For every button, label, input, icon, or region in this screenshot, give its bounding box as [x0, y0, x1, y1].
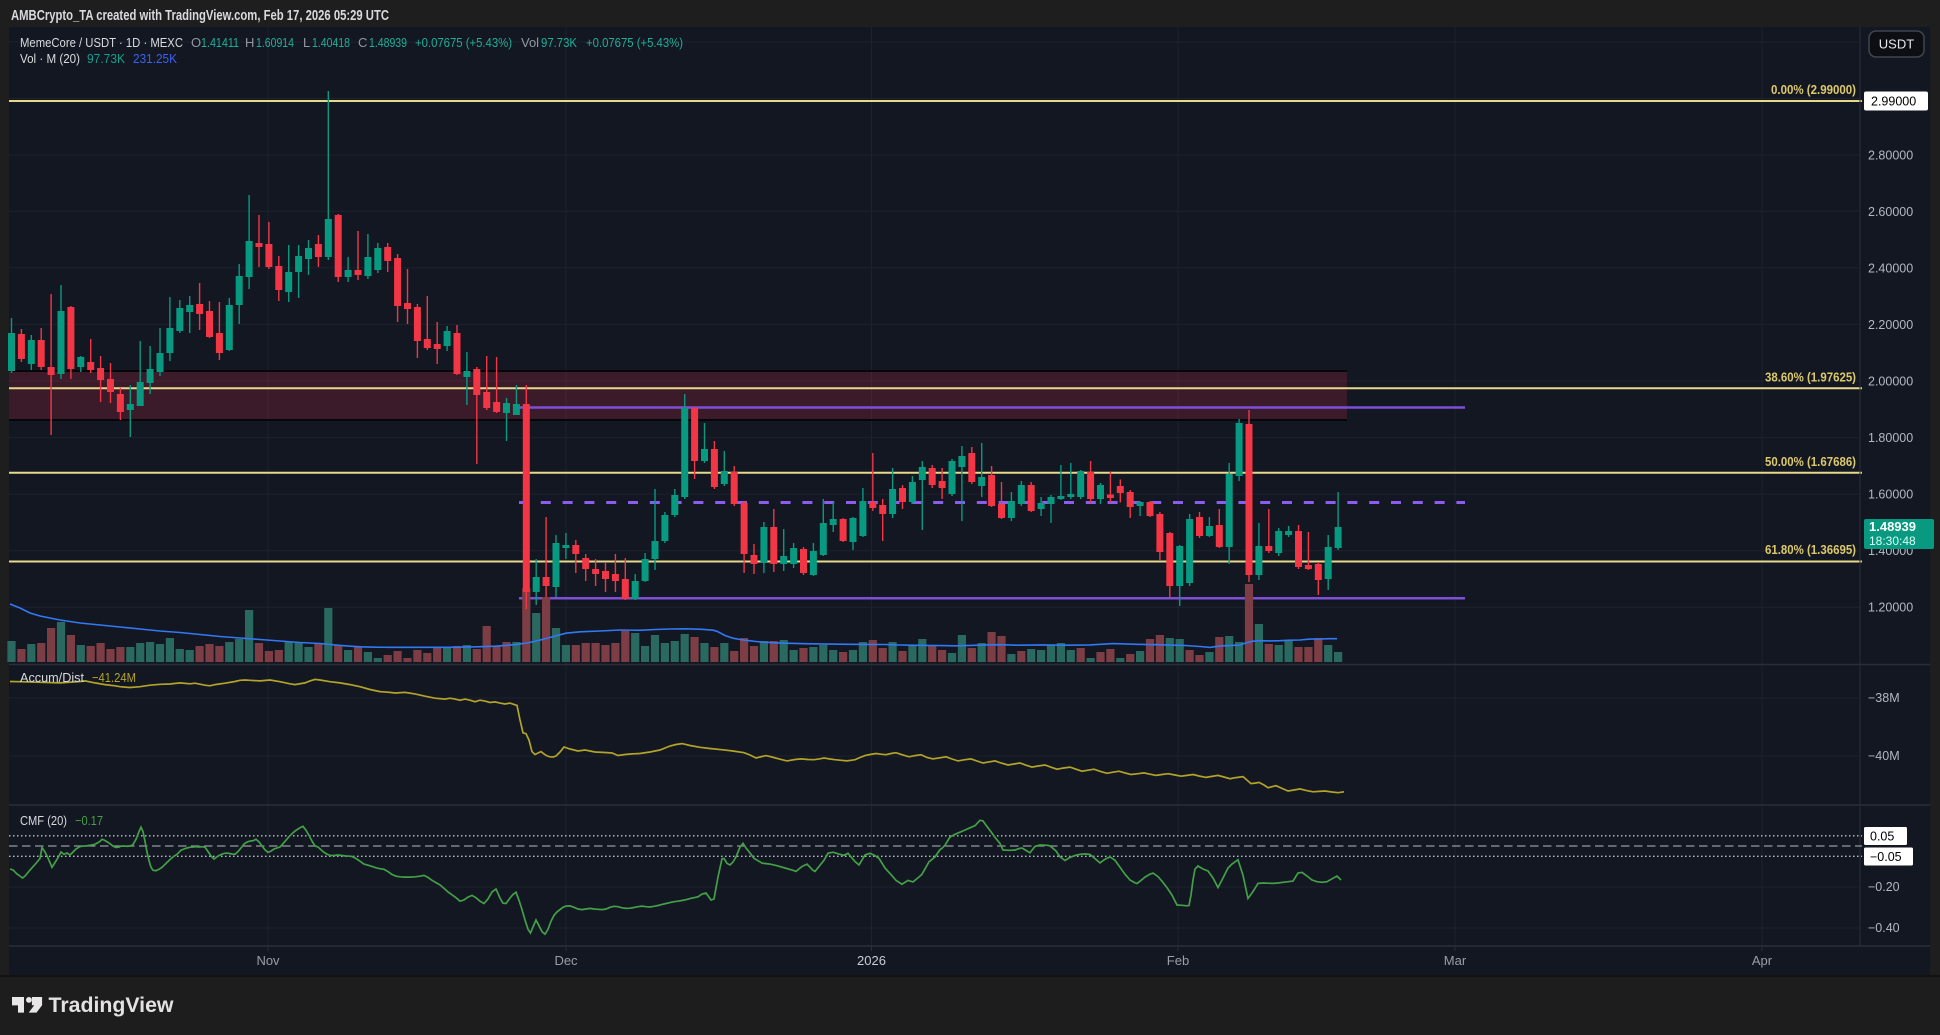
svg-text:C: C: [358, 35, 367, 50]
svg-text:2.80000: 2.80000: [1868, 149, 1913, 163]
svg-text:MemeCore / USDT · 1D · MEXC: MemeCore / USDT · 1D · MEXC: [20, 35, 183, 50]
svg-text:1.80000: 1.80000: [1868, 431, 1913, 445]
svg-text:2026: 2026: [857, 953, 886, 968]
svg-text:Vol: Vol: [521, 35, 539, 50]
svg-text:TradingView: TradingView: [49, 994, 175, 1017]
svg-text:+0.07675 (+5.43%): +0.07675 (+5.43%): [415, 35, 512, 50]
svg-text:−40M: −40M: [1868, 749, 1900, 763]
svg-text:−0.40: −0.40: [1868, 921, 1900, 935]
svg-text:231.25K: 231.25K: [133, 51, 177, 66]
svg-text:Accum/Dist: Accum/Dist: [20, 670, 84, 685]
svg-text:50.00% (1.67686): 50.00% (1.67686): [1765, 454, 1856, 469]
svg-text:1.60000: 1.60000: [1868, 488, 1913, 502]
svg-text:1.48939: 1.48939: [369, 35, 407, 50]
svg-text:2.00000: 2.00000: [1868, 375, 1913, 389]
svg-text:Feb: Feb: [1167, 953, 1189, 968]
svg-text:−0.05: −0.05: [1870, 850, 1902, 864]
svg-text:Apr: Apr: [1752, 953, 1773, 968]
svg-text:Mar: Mar: [1444, 953, 1467, 968]
svg-text:−0.17: −0.17: [75, 813, 103, 828]
svg-text:2.20000: 2.20000: [1868, 318, 1913, 332]
svg-text:AMBCrypto_TA created with Trad: AMBCrypto_TA created with TradingView.co…: [11, 8, 389, 24]
svg-text:CMF (20): CMF (20): [20, 813, 67, 828]
svg-text:1.60914: 1.60914: [256, 35, 294, 50]
svg-text:97.73K: 97.73K: [87, 51, 125, 66]
svg-text:2.99000: 2.99000: [1871, 95, 1916, 109]
svg-text:USDT: USDT: [1879, 37, 1914, 52]
svg-text:−41.24M: −41.24M: [92, 670, 136, 685]
svg-text:0.05: 0.05: [1870, 830, 1894, 844]
svg-text:0.00% (2.99000): 0.00% (2.99000): [1771, 82, 1856, 97]
svg-text:−0.20: −0.20: [1868, 880, 1900, 894]
svg-text:61.80% (1.36695): 61.80% (1.36695): [1765, 542, 1856, 557]
svg-text:O: O: [191, 35, 201, 50]
svg-text:2.40000: 2.40000: [1868, 261, 1913, 275]
svg-text:1.41411: 1.41411: [201, 35, 239, 50]
svg-text:38.60% (1.97625): 38.60% (1.97625): [1765, 370, 1856, 385]
svg-text:Vol · M (20): Vol · M (20): [20, 51, 80, 66]
svg-text:1.40418: 1.40418: [312, 35, 350, 50]
svg-text:L: L: [303, 35, 310, 50]
svg-text:H: H: [245, 35, 254, 50]
svg-text:2.60000: 2.60000: [1868, 205, 1913, 219]
svg-text:18:30:48: 18:30:48: [1869, 534, 1916, 548]
svg-text:1.48939: 1.48939: [1869, 519, 1916, 534]
svg-text:Nov: Nov: [256, 953, 280, 968]
svg-text:−38M: −38M: [1868, 691, 1900, 705]
svg-text:+0.07675 (+5.43%): +0.07675 (+5.43%): [586, 35, 683, 50]
svg-text:Dec: Dec: [554, 953, 578, 968]
svg-text:1.20000: 1.20000: [1868, 601, 1913, 615]
svg-text:97.73K: 97.73K: [541, 35, 577, 50]
